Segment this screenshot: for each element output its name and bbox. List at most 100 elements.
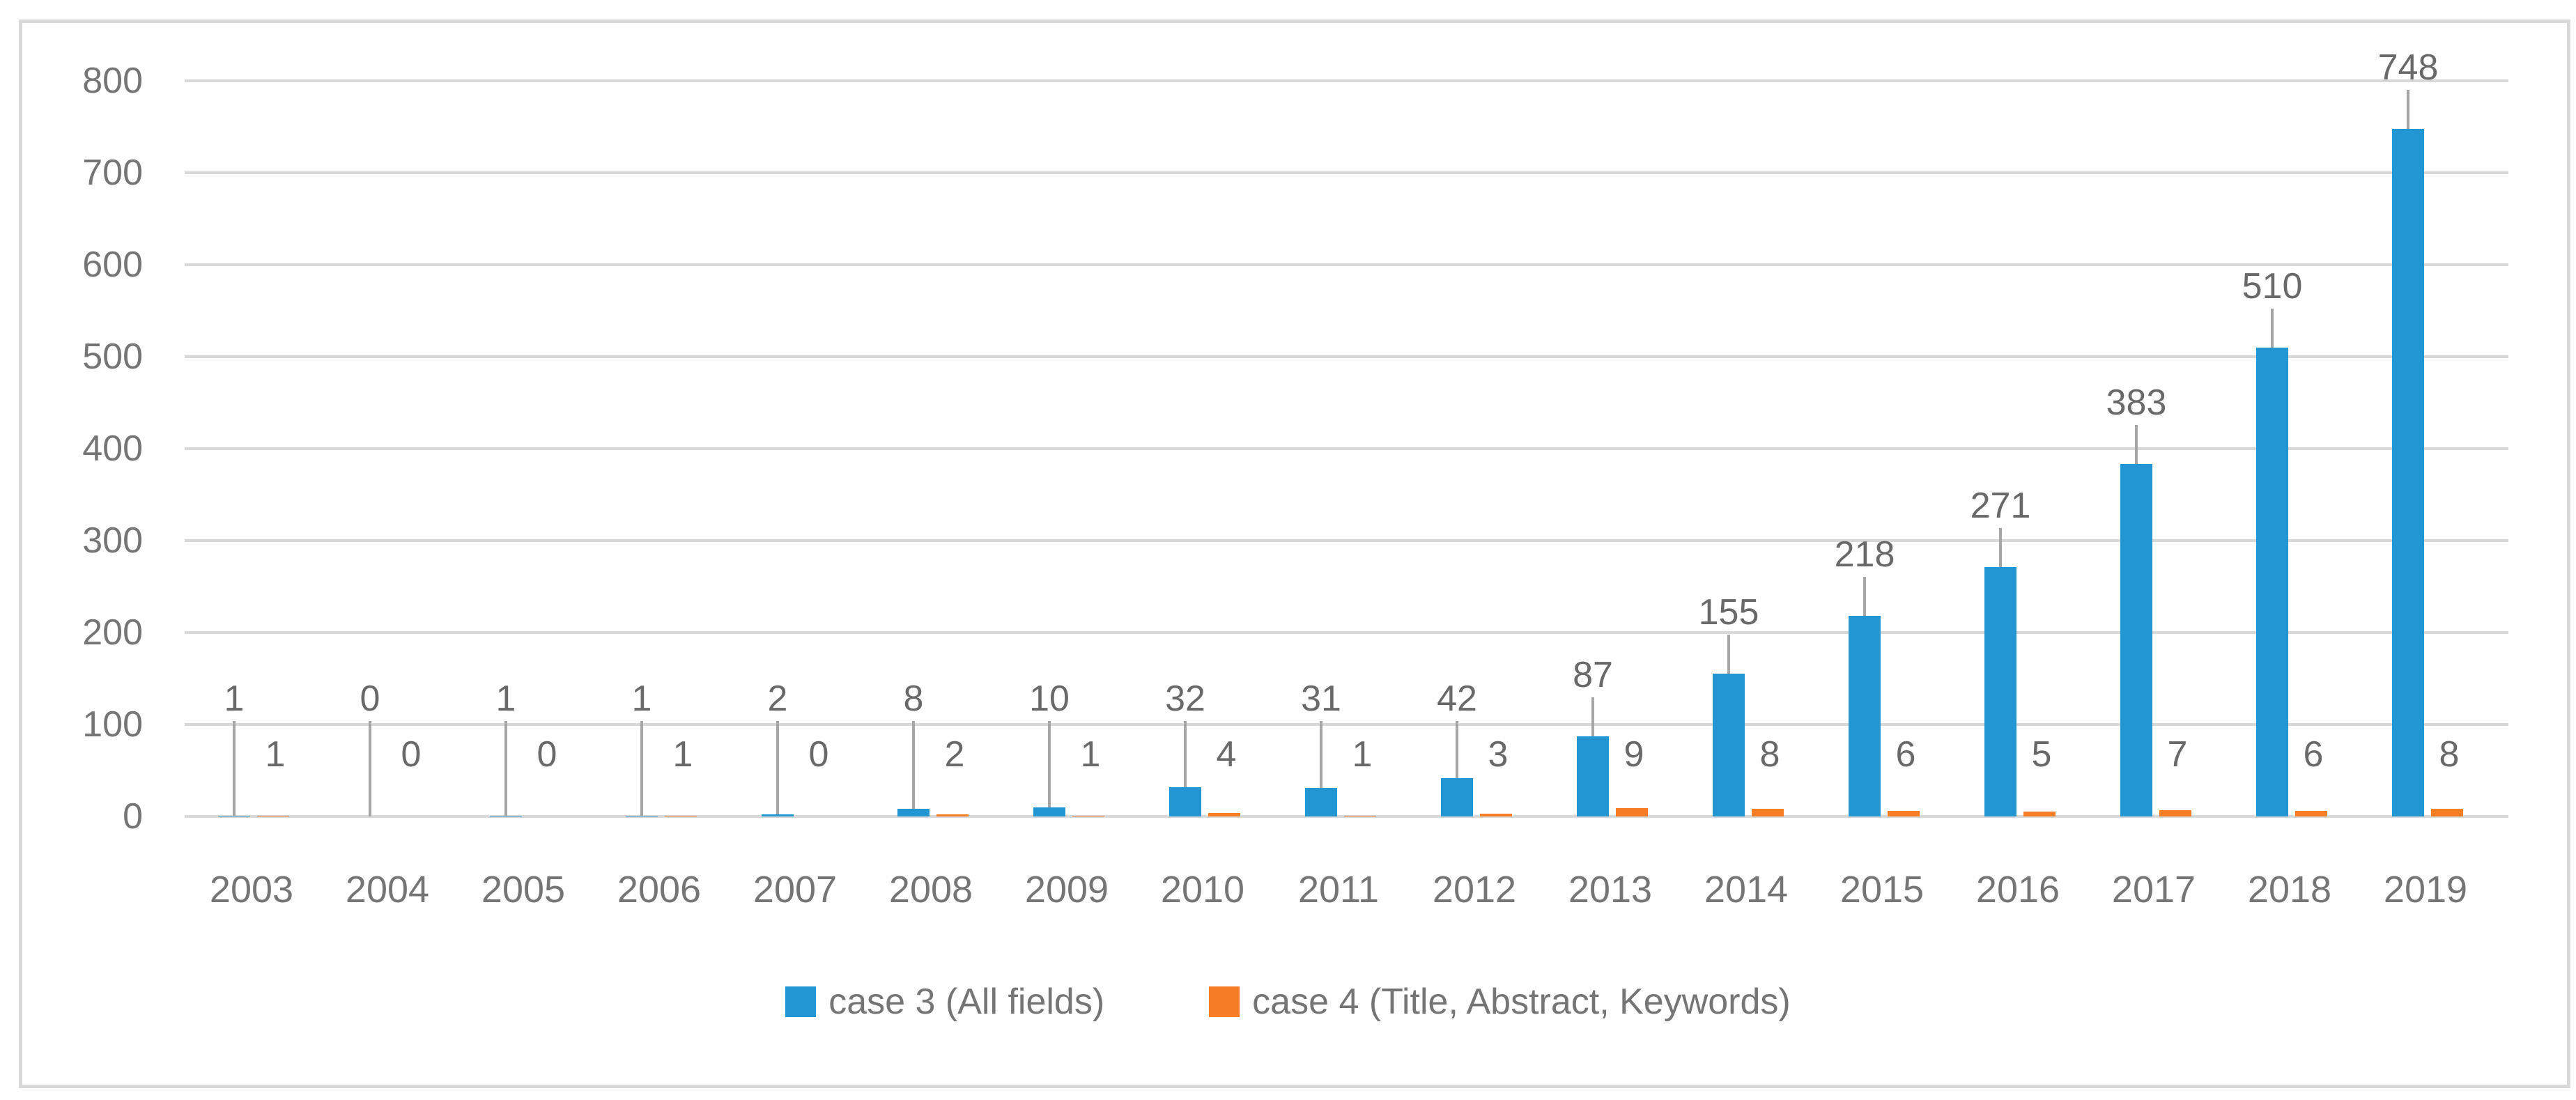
- leader-line-2016: [1999, 528, 2002, 568]
- bar-case3-2009: [1033, 807, 1065, 816]
- y-axis-tick-800: 800: [82, 61, 143, 101]
- gridline-300: [185, 539, 2508, 542]
- data-label-case4-2014: 8: [1759, 734, 1780, 775]
- data-label-case3-2019: 748: [2377, 47, 2439, 88]
- x-axis-label-2013: 2013: [1568, 869, 1653, 911]
- data-label-case3-2013: 87: [1573, 655, 1613, 696]
- x-axis-label-2003: 2003: [209, 869, 294, 911]
- leader-line-2010: [1184, 721, 1187, 787]
- legend-label-case4: case 4 (Title, Abstract, Keywords): [1252, 982, 1791, 1022]
- x-axis-label-2019: 2019: [2383, 869, 2468, 911]
- leader-line-2014: [1727, 635, 1730, 674]
- bar-case3-2007: [762, 814, 794, 816]
- bar-case4-2019: [2431, 809, 2463, 816]
- data-label-case3-2008: 8: [903, 679, 924, 719]
- leader-line-2017: [2135, 425, 2138, 465]
- bar-case3-2018: [2256, 347, 2288, 816]
- y-axis-tick-400: 400: [82, 428, 143, 469]
- data-label-case4-2010: 4: [1216, 734, 1237, 775]
- leader-line-2012: [1456, 721, 1458, 778]
- x-axis-label-2016: 2016: [1975, 869, 2060, 911]
- leader-line-2013: [1591, 697, 1594, 737]
- legend-item-case3: case 3 (All fields): [785, 982, 1104, 1022]
- data-label-case3-2016: 271: [1970, 486, 2031, 527]
- leader-line-2015: [1863, 577, 1866, 617]
- legend-swatch-case3: [785, 986, 817, 1017]
- x-axis-label-2012: 2012: [1432, 869, 1517, 911]
- data-label-case3-2011: 31: [1301, 679, 1341, 719]
- data-label-case3-2017: 383: [2106, 382, 2167, 424]
- y-axis-tick-100: 100: [82, 704, 143, 745]
- gridline-800: [185, 79, 2508, 82]
- leader-line-2011: [1320, 721, 1322, 789]
- bar-case3-2016: [1984, 567, 2016, 816]
- data-label-case4-2005: 0: [537, 734, 557, 775]
- data-label-case3-2015: 218: [1834, 534, 1895, 575]
- data-label-case4-2018: 6: [2303, 734, 2324, 775]
- data-label-case4-2004: 0: [401, 734, 422, 775]
- bar-case3-2011: [1305, 788, 1337, 816]
- data-label-case3-2004: 0: [360, 679, 380, 719]
- data-label-case3-2005: 1: [495, 679, 516, 719]
- y-axis-tick-500: 500: [82, 336, 143, 377]
- bar-case4-2016: [2023, 812, 2056, 816]
- bar-case3-2019: [2392, 128, 2424, 816]
- data-label-case4-2006: 1: [672, 734, 693, 775]
- data-label-case4-2009: 1: [1080, 734, 1101, 775]
- bar-case3-2010: [1169, 787, 1201, 816]
- x-axis-label-2015: 2015: [1840, 869, 1925, 911]
- data-label-case3-2012: 42: [1437, 679, 1477, 719]
- data-label-case3-2007: 2: [767, 679, 788, 719]
- leader-line-2006: [640, 721, 643, 816]
- data-label-case3-2009: 10: [1029, 679, 1070, 719]
- x-axis-label-2006: 2006: [617, 869, 702, 911]
- legend-item-case4: case 4 (Title, Abstract, Keywords): [1209, 982, 1791, 1022]
- gridline-100: [185, 723, 2508, 726]
- legend: case 3 (All fields) case 4 (Title, Abstr…: [0, 981, 2576, 1023]
- data-label-case3-2018: 510: [2242, 265, 2303, 307]
- leader-line-2004: [369, 721, 371, 816]
- data-label-case4-2016: 5: [2031, 734, 2052, 775]
- gridline-500: [185, 355, 2508, 358]
- bar-case4-2013: [1616, 808, 1648, 816]
- x-axis-label-2005: 2005: [481, 869, 566, 911]
- leader-line-2018: [2271, 308, 2274, 348]
- bar-case4-2017: [2159, 809, 2191, 816]
- data-label-case3-2014: 155: [1698, 592, 1759, 633]
- x-axis-label-2004: 2004: [345, 869, 430, 911]
- data-label-case4-2019: 8: [2439, 734, 2460, 775]
- bar-case4-2008: [936, 814, 969, 816]
- leader-line-2019: [2407, 89, 2409, 129]
- bar-case3-2014: [1713, 674, 1745, 816]
- data-label-case3-2010: 32: [1165, 679, 1205, 719]
- bar-case4-2012: [1480, 814, 1512, 816]
- leader-line-2008: [912, 721, 915, 809]
- y-axis-tick-200: 200: [82, 612, 143, 653]
- y-axis-tick-0: 0: [123, 796, 143, 837]
- chart-frame: 0 100 200 300 400 500 600 700 800 1 1 2003 0 0 2004 1 0 2…: [19, 20, 2570, 1088]
- x-axis-label-2009: 2009: [1024, 869, 1109, 911]
- leader-line-2009: [1048, 721, 1051, 807]
- data-label-case4-2007: 0: [808, 734, 829, 775]
- x-axis-label-2017: 2017: [2111, 869, 2196, 911]
- gridline-700: [185, 171, 2508, 174]
- data-label-case4-2017: 7: [2167, 734, 2188, 775]
- bar-case4-2014: [1752, 809, 1784, 816]
- x-axis-label-2008: 2008: [888, 869, 973, 911]
- legend-label-case3: case 3 (All fields): [828, 982, 1105, 1022]
- leader-line-2007: [776, 721, 779, 815]
- data-label-case4-2015: 6: [1895, 734, 1916, 775]
- bar-case3-2013: [1577, 736, 1609, 816]
- x-axis-label-2018: 2018: [2247, 869, 2332, 911]
- gridline-400: [185, 447, 2508, 450]
- bar-case3-2017: [2120, 464, 2152, 816]
- bar-case3-2008: [897, 809, 930, 816]
- data-label-case4-2012: 3: [1488, 734, 1509, 775]
- bar-case3-2012: [1441, 777, 1473, 816]
- x-axis-label-2011: 2011: [1297, 869, 1380, 911]
- bar-case4-2018: [2295, 811, 2327, 816]
- data-label-case3-2006: 1: [631, 679, 652, 719]
- leader-line-2005: [504, 721, 507, 816]
- leader-line-2003: [233, 721, 236, 816]
